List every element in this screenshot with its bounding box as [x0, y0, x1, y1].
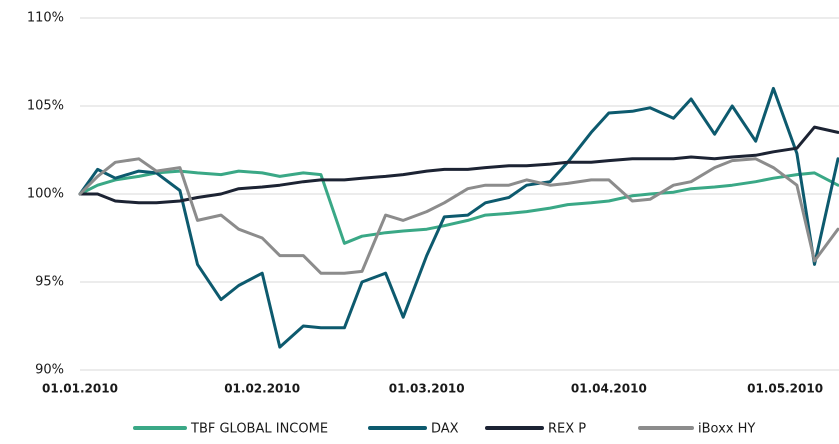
y-tick-label: 110%	[27, 11, 64, 26]
line-series	[78, 169, 839, 245]
legend-label: iBoxx HY	[698, 422, 755, 437]
line-series	[78, 157, 839, 275]
legend-label: DAX	[431, 422, 459, 437]
line-series	[78, 86, 839, 349]
x-tick-label: 01.05.2010	[747, 382, 823, 396]
legend-label: REX P	[548, 422, 586, 437]
y-tick-label: 90%	[35, 363, 64, 378]
y-tick-label: 95%	[35, 275, 64, 290]
x-tick-label: 01.03.2010	[389, 382, 465, 396]
x-tick-label: 01.02.2010	[224, 382, 300, 396]
x-tick-label: 01.01.2010	[42, 382, 118, 396]
y-tick-label: 105%	[27, 99, 64, 114]
legend-label: TBF GLOBAL INCOME	[190, 422, 328, 437]
x-tick-label: 01.04.2010	[571, 382, 647, 396]
line-series	[78, 125, 839, 205]
y-tick-label: 100%	[27, 187, 64, 202]
